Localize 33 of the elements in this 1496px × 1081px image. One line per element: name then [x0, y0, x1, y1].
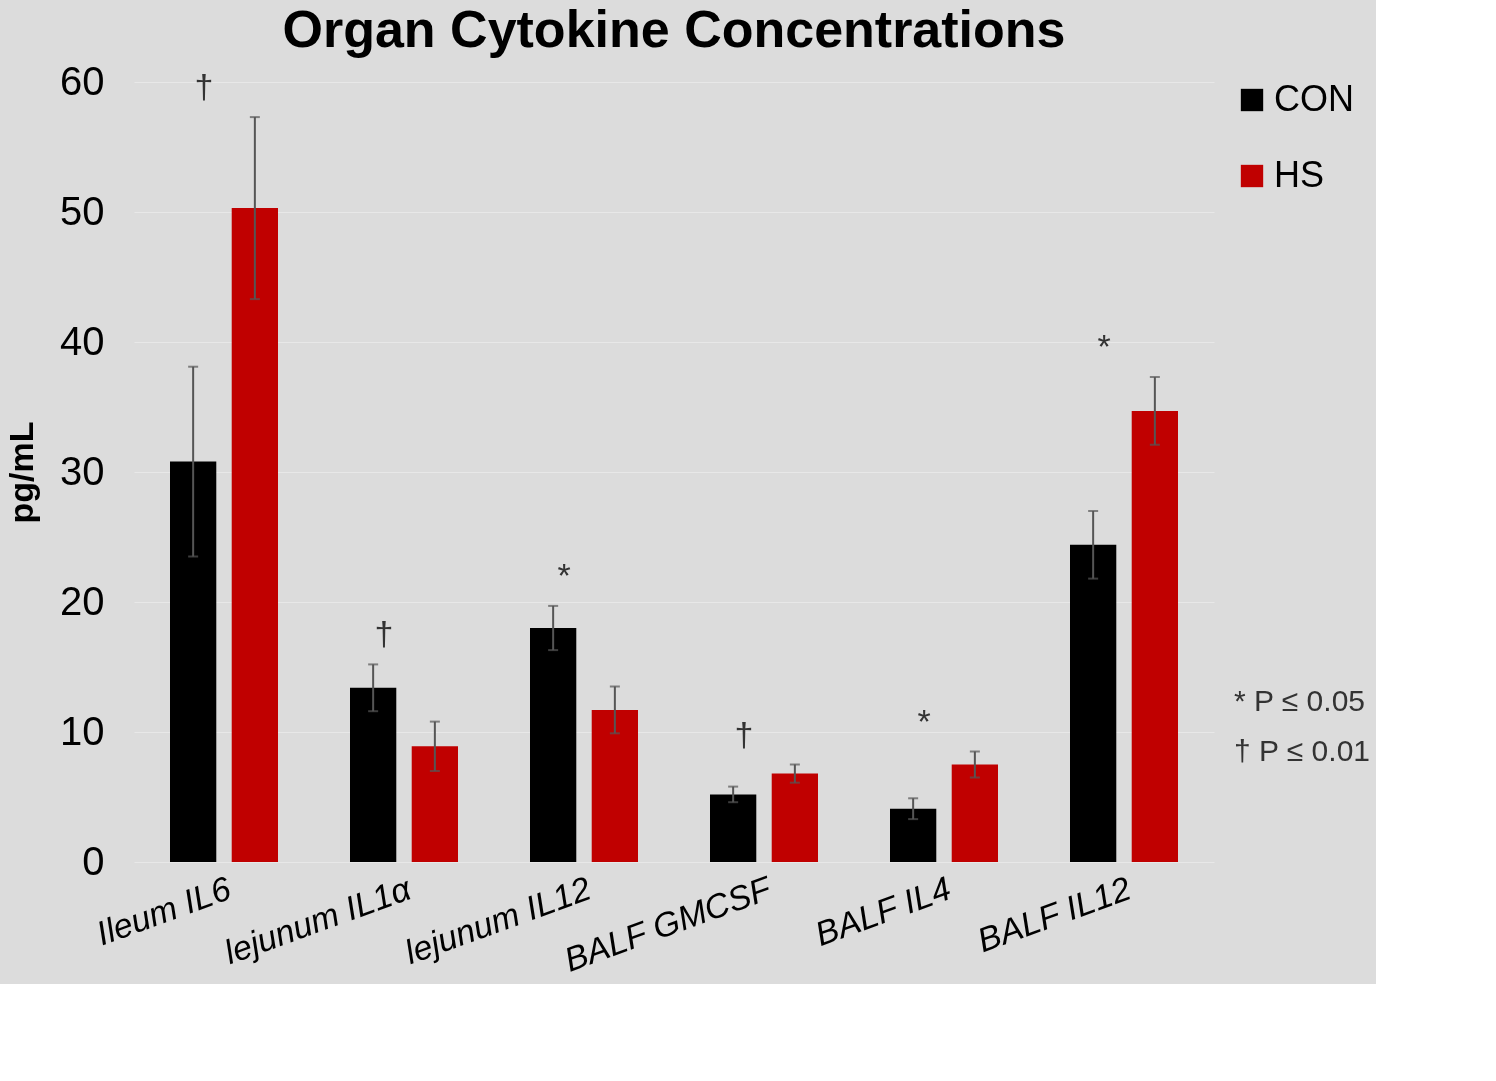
annotation: † — [374, 614, 394, 653]
annotation: * — [557, 555, 571, 594]
bar — [1131, 410, 1178, 862]
text: * P ≤ 0.05 — [1234, 684, 1366, 717]
x-tick-label: BALF IL12 — [972, 868, 1136, 960]
y-tick-label: 50 — [60, 188, 105, 233]
bar — [591, 709, 638, 862]
y-tick-label: 0 — [82, 838, 105, 883]
bar — [710, 794, 757, 862]
bar — [231, 208, 278, 862]
bar — [170, 461, 217, 862]
x-tick-label: BALF IL4 — [810, 868, 956, 953]
bar — [411, 746, 458, 862]
text: † P ≤ 0.01 — [1234, 734, 1371, 767]
annotation: † — [194, 67, 214, 106]
y-axis-title: pg/mL — [2, 421, 41, 524]
chart-title: Organ Cytokine Concentrations — [282, 0, 1066, 58]
y-tick-label: 60 — [60, 58, 105, 103]
y-tick-label: 40 — [60, 318, 105, 363]
bar — [1070, 544, 1117, 862]
y-tick-label: 20 — [60, 578, 105, 623]
bar — [890, 808, 937, 862]
bar — [771, 773, 818, 862]
annotation: † — [734, 714, 754, 753]
legend-label: CON — [1274, 78, 1354, 119]
y-tick-label: 30 — [60, 448, 105, 493]
bar — [350, 687, 397, 862]
bar — [951, 764, 998, 862]
annotation: * — [917, 701, 931, 740]
bar — [530, 628, 577, 862]
legend-label: HS — [1274, 154, 1325, 195]
annotation: * — [1097, 327, 1111, 366]
y-tick-label: 10 — [60, 708, 105, 753]
